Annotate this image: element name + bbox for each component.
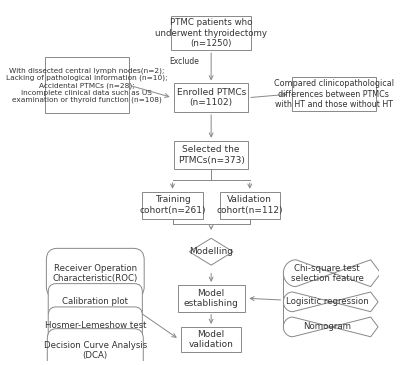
Polygon shape <box>189 238 233 265</box>
Polygon shape <box>283 317 378 337</box>
Text: Nomogram: Nomogram <box>303 322 351 331</box>
Text: Compared clinicopathological
differences between PTMCs
with HT and those without: Compared clinicopathological differences… <box>274 79 394 109</box>
Text: Exclude: Exclude <box>169 57 199 66</box>
FancyBboxPatch shape <box>174 83 248 112</box>
FancyBboxPatch shape <box>174 141 248 169</box>
Text: Decision Curve Analysis
(DCA): Decision Curve Analysis (DCA) <box>44 341 147 360</box>
Text: Receiver Operation
Characteristic(ROC): Receiver Operation Characteristic(ROC) <box>53 264 138 283</box>
Text: Logisitic regression: Logisitic regression <box>286 297 368 306</box>
Text: Training
cohort(n=261): Training cohort(n=261) <box>139 195 206 215</box>
Text: Chi-square test
selection feature: Chi-square test selection feature <box>290 264 364 283</box>
FancyBboxPatch shape <box>48 284 142 320</box>
Text: Model
establishing: Model establishing <box>184 289 238 308</box>
FancyBboxPatch shape <box>48 307 142 343</box>
Text: With dissected central lymph nodes(n=2);
Lacking of pathological information (n=: With dissected central lymph nodes(n=2);… <box>6 67 168 103</box>
FancyBboxPatch shape <box>220 192 280 219</box>
FancyBboxPatch shape <box>142 192 203 219</box>
Text: Modelling: Modelling <box>189 247 233 256</box>
Polygon shape <box>283 260 381 287</box>
Text: Model
validation: Model validation <box>189 330 234 349</box>
FancyBboxPatch shape <box>292 77 376 111</box>
FancyBboxPatch shape <box>47 328 143 365</box>
FancyBboxPatch shape <box>181 327 241 352</box>
Text: Selected the
PTMCs(n=373): Selected the PTMCs(n=373) <box>178 145 244 165</box>
FancyBboxPatch shape <box>171 16 252 50</box>
FancyBboxPatch shape <box>178 285 245 312</box>
FancyBboxPatch shape <box>45 57 129 113</box>
Text: Validation
cohort(n=112): Validation cohort(n=112) <box>216 195 283 215</box>
FancyBboxPatch shape <box>46 248 144 298</box>
Text: PTMC patients who
underwent thyroidectomy
(n=1250): PTMC patients who underwent thyroidectom… <box>155 18 267 48</box>
Polygon shape <box>283 292 378 312</box>
Text: Hosmer-Lemeshow test: Hosmer-Lemeshow test <box>44 320 146 330</box>
Text: Enrolled PTMCs
(n=1102): Enrolled PTMCs (n=1102) <box>176 88 246 107</box>
Text: Calibration plot: Calibration plot <box>62 297 128 306</box>
